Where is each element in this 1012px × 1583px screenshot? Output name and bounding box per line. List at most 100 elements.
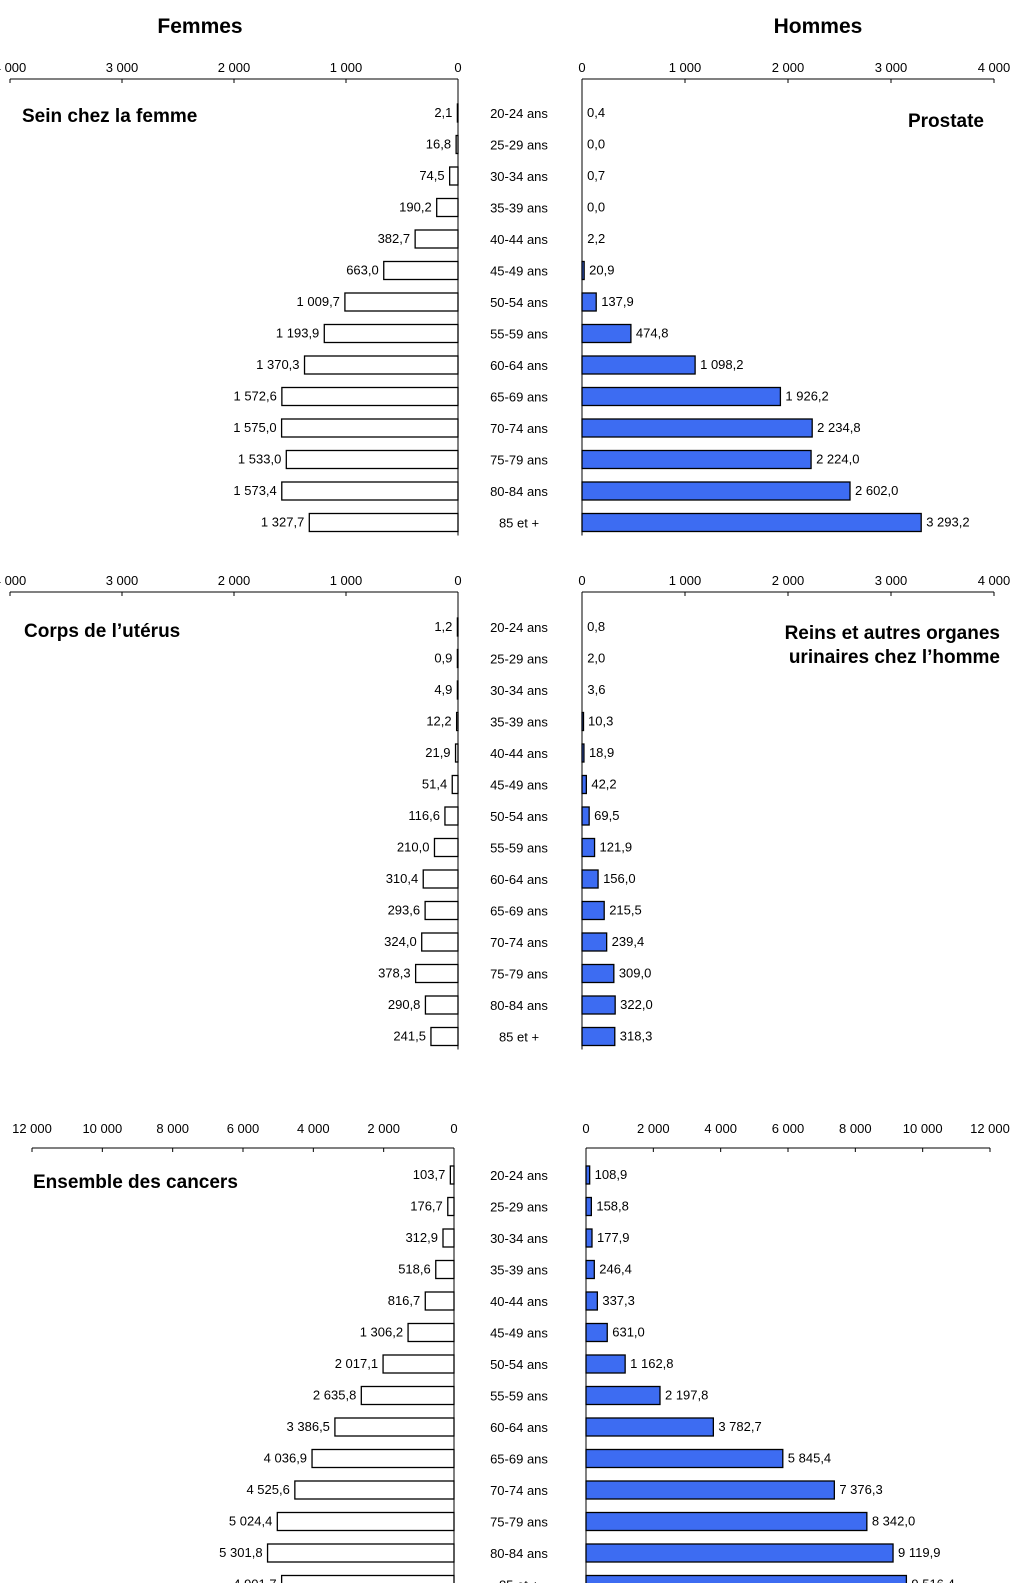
bar-men (586, 1198, 591, 1216)
category-label: 45-49 ans (490, 264, 548, 279)
category-label: 30-34 ans (490, 683, 548, 698)
category-label: 55-59 ans (490, 1389, 548, 1404)
bar-women (345, 293, 458, 311)
bar-women (457, 650, 458, 668)
chart-title-left: Sein chez la femme (22, 106, 197, 127)
bar-men (582, 388, 780, 406)
category-label: 50-54 ans (490, 809, 548, 824)
data-label-men: 309,0 (619, 966, 652, 981)
bar-women (425, 1292, 454, 1310)
tick-label-men: 2 000 (772, 573, 805, 588)
bar-men (582, 870, 598, 888)
data-label-women: 816,7 (388, 1293, 421, 1308)
data-label-women: 210,0 (397, 840, 430, 855)
data-label-women: 382,7 (378, 231, 411, 246)
data-label-women: 4 036,9 (264, 1451, 307, 1466)
data-label-women: 74,5 (419, 168, 444, 183)
category-label: 55-59 ans (490, 327, 548, 342)
tick-label-women: 4 000 (297, 1121, 330, 1136)
data-label-women: 21,9 (425, 745, 450, 760)
tick-label-women: 0 (454, 573, 461, 588)
header-hommes: Hommes (774, 15, 863, 38)
tick-label-men: 4 000 (704, 1121, 737, 1136)
category-label: 40-44 ans (490, 746, 548, 761)
category-label: 65-69 ans (490, 390, 548, 405)
data-label-men: 631,0 (612, 1325, 645, 1340)
data-label-men: 42,2 (591, 777, 616, 792)
category-label: 75-79 ans (490, 453, 548, 468)
category-label: 50-54 ans (490, 1357, 548, 1372)
bar-women (423, 870, 458, 888)
bar-women (452, 776, 458, 794)
data-label-women: 1 370,3 (256, 357, 299, 372)
bar-women (448, 1198, 454, 1216)
data-label-women: 4,9 (434, 682, 452, 697)
bar-women (282, 1576, 454, 1583)
bar-women (457, 681, 458, 699)
category-label: 65-69 ans (490, 904, 548, 919)
bar-women (436, 1261, 454, 1279)
category-label: 70-74 ans (490, 1483, 548, 1498)
bar-men (586, 1544, 893, 1562)
data-label-men: 5 845,4 (788, 1451, 831, 1466)
category-label: 40-44 ans (490, 232, 548, 247)
tick-label-women: 2 000 (218, 60, 251, 75)
data-label-men: 2 197,8 (665, 1388, 708, 1403)
category-label: 80-84 ans (490, 484, 548, 499)
bar-women (457, 104, 458, 122)
bar-women (415, 230, 458, 248)
data-label-men: 0,8 (587, 619, 605, 634)
chart-panel: 0 0 1 000 1 000 2 000 2 000 3 000 3 000 4 000 4 0… (0, 60, 1010, 536)
chart-title-right: Reins et autres organes (785, 623, 1000, 644)
data-label-men: 1 162,8 (630, 1356, 673, 1371)
data-label-women: 16,8 (426, 137, 451, 152)
data-label-women: 51,4 (422, 777, 447, 792)
bar-men (582, 1028, 615, 1046)
bar-women (312, 1450, 454, 1468)
bar-men (582, 713, 584, 731)
category-label: 75-79 ans (490, 1515, 548, 1530)
tick-label-women: 6 000 (227, 1121, 260, 1136)
data-label-women: 1,2 (434, 619, 452, 634)
data-label-men: 7 376,3 (839, 1482, 882, 1497)
data-label-men: 156,0 (603, 871, 636, 886)
category-label: 85 et + (499, 1578, 539, 1583)
data-label-men: 2,2 (587, 231, 605, 246)
data-label-men: 20,9 (589, 263, 614, 278)
bar-women (335, 1418, 454, 1436)
bar-men (582, 482, 850, 500)
data-label-men: 2,0 (587, 651, 605, 666)
data-label-men: 239,4 (612, 934, 645, 949)
tick-label-men: 4 000 (978, 60, 1011, 75)
tick-label-women: 0 (450, 1121, 457, 1136)
category-label: 55-59 ans (490, 841, 548, 856)
data-label-men: 9 119,9 (898, 1545, 940, 1560)
bar-men (586, 1355, 625, 1373)
category-label: 35-39 ans (490, 201, 548, 216)
data-label-men: 246,4 (599, 1262, 632, 1277)
chart-panel: 0 0 2 000 2 000 4 000 4 000 6 000 6 000 8 000 8 0… (12, 1121, 1010, 1583)
bar-women (309, 514, 458, 532)
data-label-men: 121,9 (600, 840, 633, 855)
bar-men (582, 807, 589, 825)
data-label-women: 190,2 (399, 200, 432, 215)
category-label: 75-79 ans (490, 967, 548, 982)
data-label-men: 3 782,7 (718, 1419, 761, 1434)
bar-men (586, 1576, 906, 1583)
category-label: 70-74 ans (490, 935, 548, 950)
data-label-men: 2 234,8 (817, 420, 860, 435)
data-label-women: 324,0 (384, 934, 417, 949)
bar-men (582, 933, 607, 951)
data-label-women: 4 525,6 (246, 1482, 289, 1497)
data-label-men: 2 602,0 (855, 483, 898, 498)
tick-label-women: 1 000 (330, 60, 363, 75)
tick-label-men: 1 000 (669, 60, 702, 75)
data-label-women: 2 635,8 (313, 1388, 356, 1403)
data-label-women: 293,6 (388, 903, 421, 918)
data-label-women: 12,2 (426, 714, 451, 729)
bar-men (586, 1324, 607, 1342)
category-label: 30-34 ans (490, 1231, 548, 1246)
tick-label-women: 10 000 (82, 1121, 122, 1136)
data-label-women: 0,9 (434, 651, 452, 666)
data-label-women: 312,9 (405, 1230, 438, 1245)
